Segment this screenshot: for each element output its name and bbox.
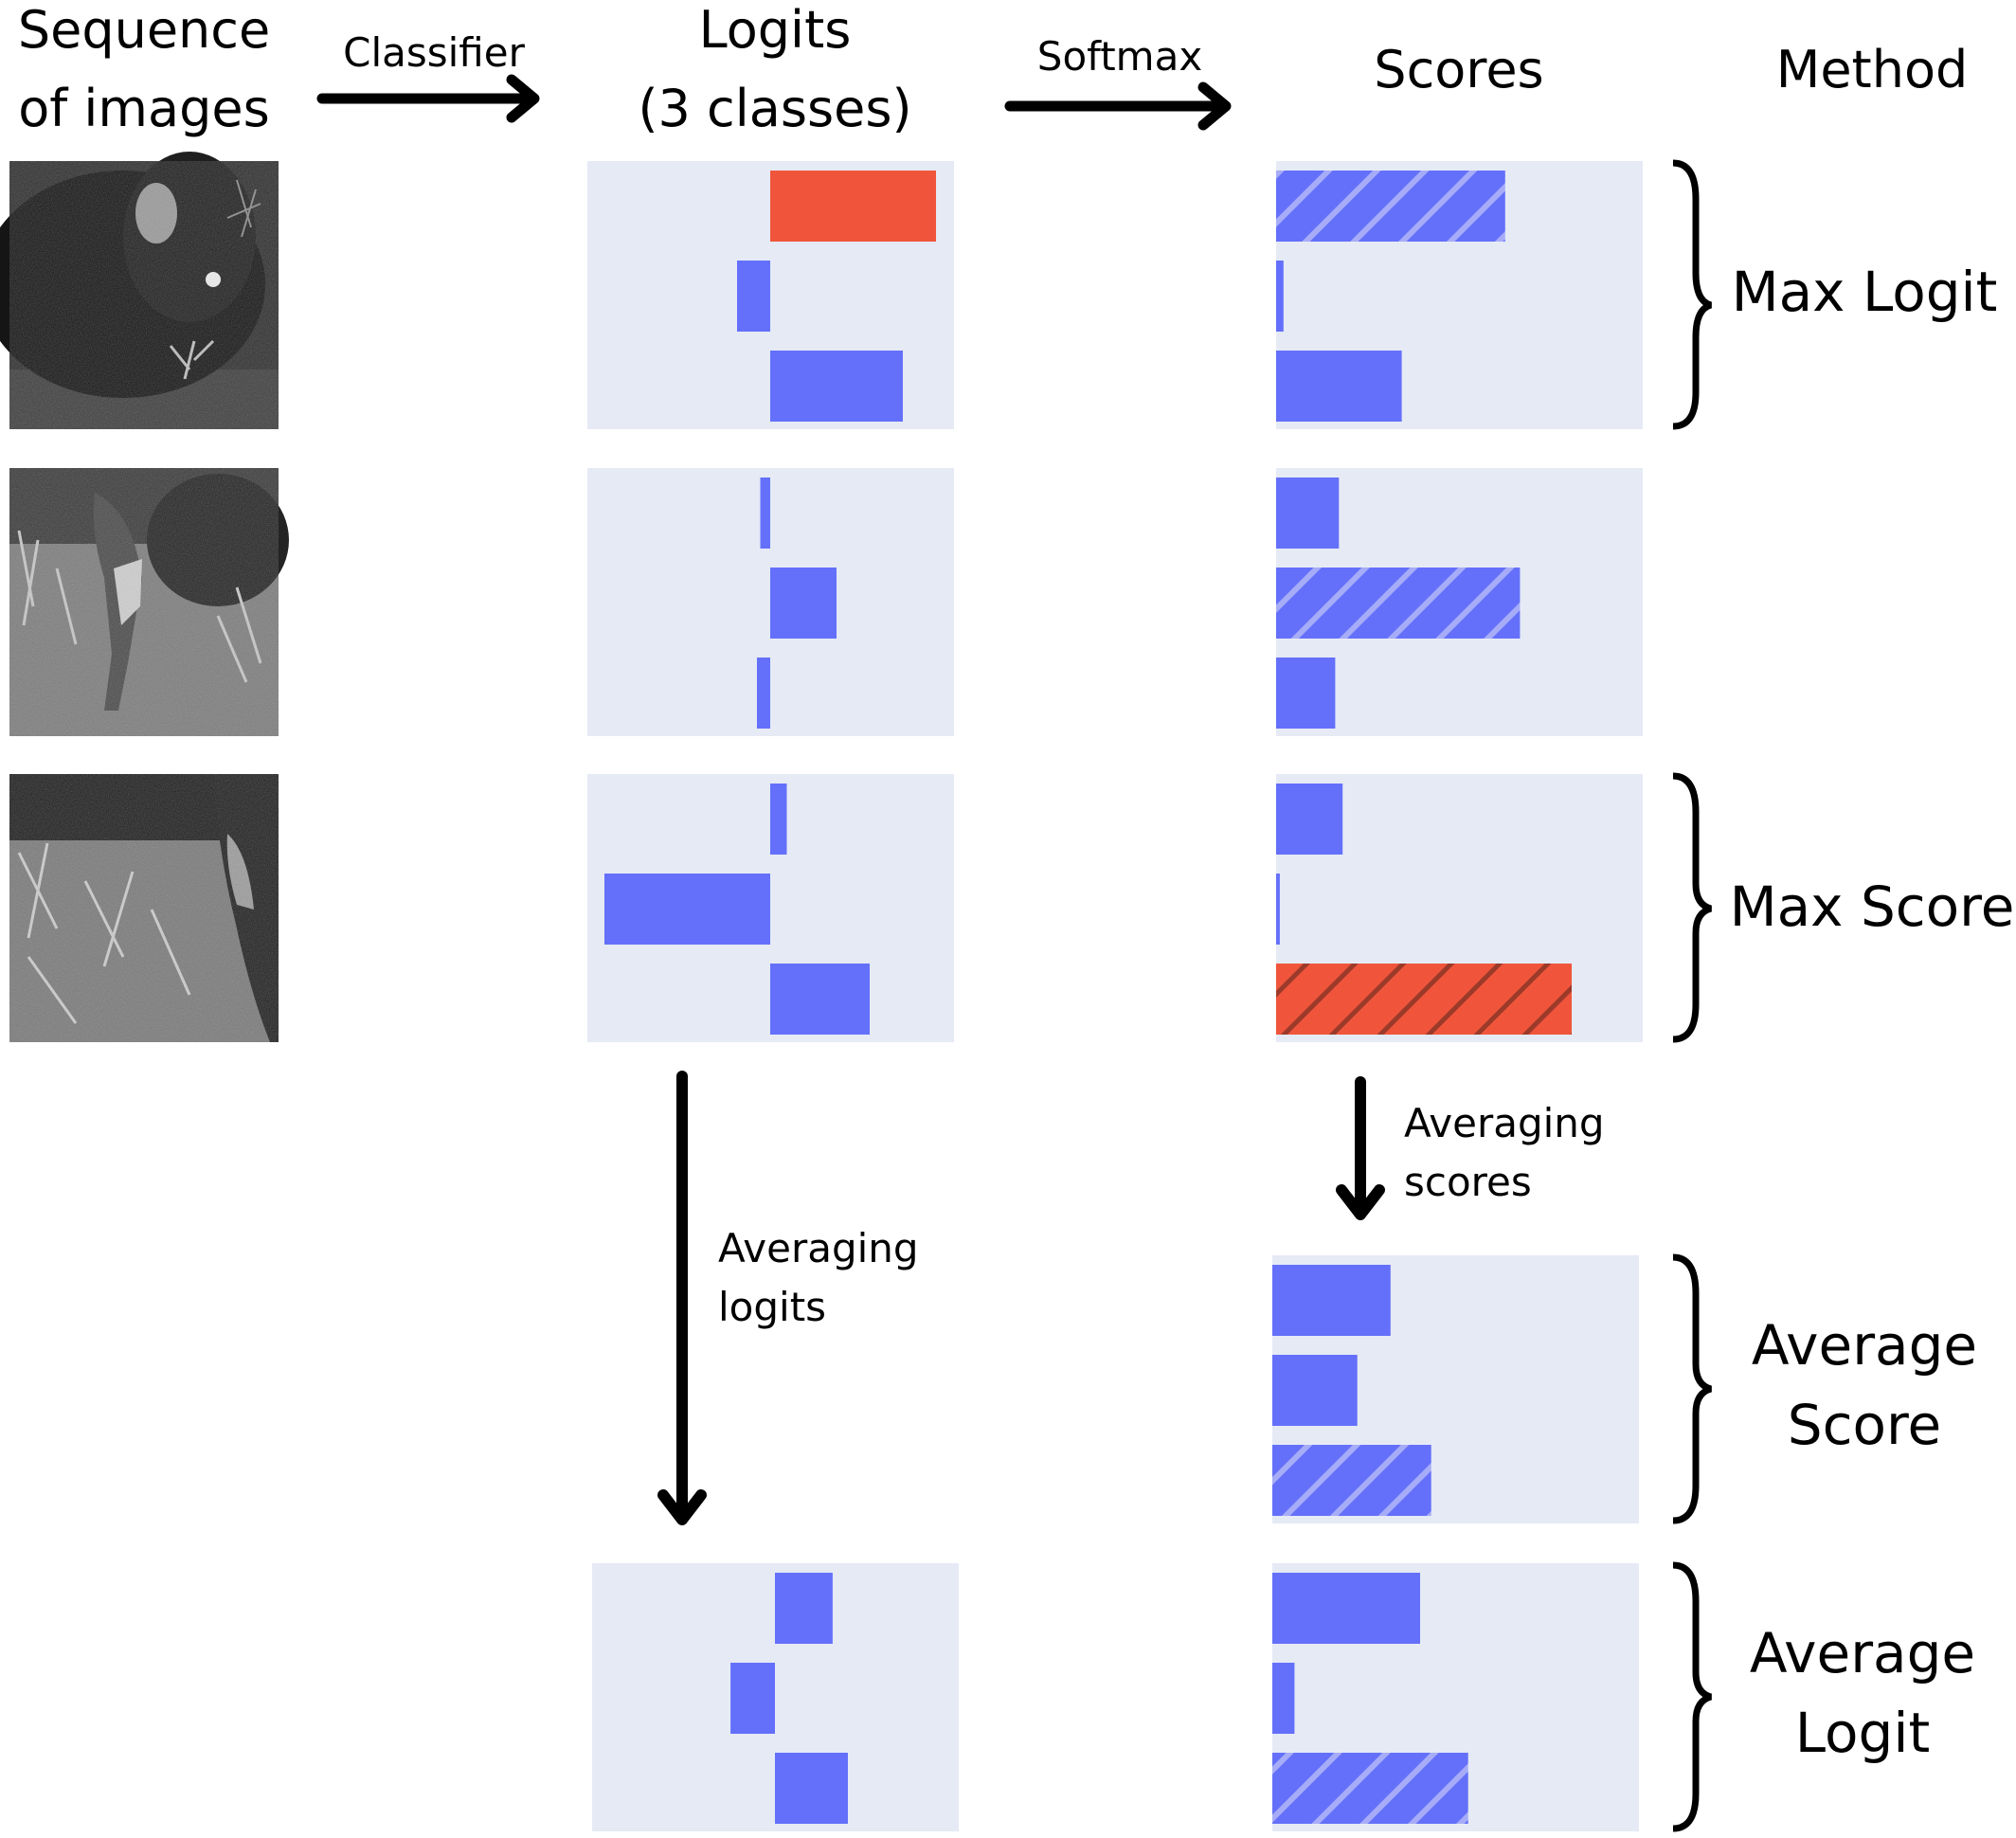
image-frame-3 (9, 774, 279, 1042)
frame-1-logits-bar-class-3 (770, 351, 903, 422)
method-average-score-line1: Average (1752, 1313, 1977, 1378)
softmax-arrow (1004, 81, 1232, 131)
average-logits-bar-class-2 (730, 1663, 775, 1734)
softmax-of-average-logits-bar-class-3 (1272, 1753, 1468, 1824)
method-average-logit-line2: Logit (1795, 1701, 1930, 1765)
method-average-logit-line1: Average (1750, 1621, 1975, 1685)
averaging-scores-label-line2: scores (1404, 1159, 1532, 1205)
frame-1-logits-bar-class-2 (737, 261, 770, 332)
frame-2-scores-bar-class-3 (1276, 658, 1336, 729)
header-softmax: Softmax (1037, 33, 1202, 80)
softmax-of-average-logits-bar-class-1 (1272, 1573, 1420, 1644)
frame-3-scores-bar-class-3 (1276, 964, 1572, 1035)
average-logits-bar-class-1 (775, 1573, 833, 1644)
image-frame-1 (0, 152, 279, 429)
average-scores-bar-class-1 (1272, 1265, 1391, 1336)
header-logits-line2: (3 classes) (638, 79, 911, 138)
header-classifier: Classifier (343, 29, 525, 76)
frame-2-logits-bar-class-2 (770, 568, 837, 639)
softmax-of-average-logits-bar-class-2 (1272, 1663, 1295, 1734)
frame-1-scores-bar-class-1 (1276, 171, 1505, 242)
average-scores-bar-class-3 (1272, 1445, 1431, 1516)
frame-3-logits-bar-class-2 (604, 874, 770, 945)
frame-3-scores-bar-class-1 (1276, 784, 1343, 855)
brace-max-score (1672, 772, 1713, 1043)
average-logits-bar-class-3 (775, 1753, 848, 1824)
frame-1-scores-bar-class-3 (1276, 351, 1402, 422)
method-max-logit: Max Logit (1732, 260, 1998, 324)
frame-1-logits-bar-class-1 (770, 171, 936, 242)
frame-3-logits-bar-class-1 (770, 784, 787, 855)
averaging-logits-label-line1: Averaging (718, 1225, 919, 1271)
averaging-logits-label-line2: logits (718, 1284, 826, 1330)
image-frame-2 (9, 468, 289, 736)
averaging-logits-arrow (657, 1071, 707, 1525)
average-scores-bar-class-2 (1272, 1355, 1358, 1426)
header-method: Method (1776, 40, 1969, 99)
brace-average-logit (1672, 1561, 1713, 1832)
brace-average-score (1672, 1253, 1713, 1524)
header-scores: Scores (1374, 40, 1543, 99)
frame-2-logits-bar-class-3 (757, 658, 770, 729)
header-sequence-line1: Sequence (18, 0, 270, 60)
bars-layer (604, 171, 1572, 1824)
frame-2-logits-bar-class-1 (760, 478, 770, 549)
averaging-scores-label-line1: Averaging (1404, 1100, 1605, 1146)
frame-2-scores-bar-class-2 (1276, 568, 1521, 639)
frame-2-scores-bar-class-1 (1276, 478, 1340, 549)
header-logits-line1: Logits (699, 0, 852, 60)
classifier-arrow (316, 74, 540, 123)
method-average-score-line2: Score (1788, 1393, 1941, 1457)
frame-3-scores-bar-class-2 (1276, 874, 1280, 945)
brace-max-logit (1672, 159, 1713, 430)
frame-1-scores-bar-class-2 (1276, 261, 1284, 332)
header-sequence-line2: of images (18, 79, 270, 138)
frame-3-logits-bar-class-3 (770, 964, 870, 1035)
method-max-score: Max Score (1730, 874, 2015, 939)
averaging-scores-arrow (1336, 1076, 1385, 1220)
